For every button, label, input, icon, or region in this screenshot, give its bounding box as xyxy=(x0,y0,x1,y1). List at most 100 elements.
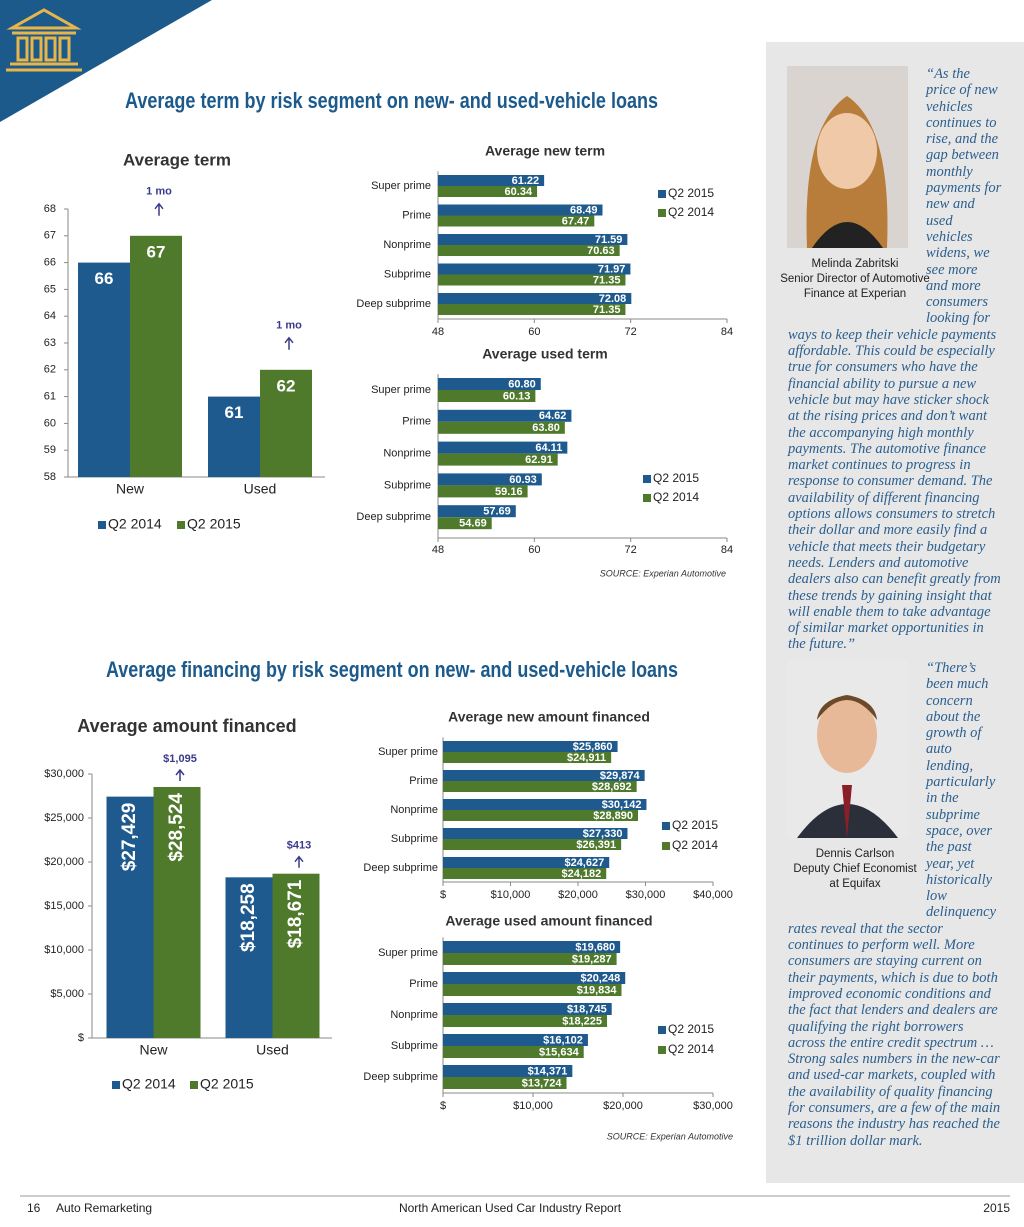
data-label: $18,671 xyxy=(285,879,306,948)
source-note: SOURCE: Experian Automotive xyxy=(600,568,726,578)
chart-title: Average used amount financed xyxy=(445,913,652,929)
bar xyxy=(443,810,639,821)
corner-banner xyxy=(0,0,212,122)
quote-figure: Dennis Carlson Deputy Chief Economist at… xyxy=(787,660,922,906)
quote: Dennis Carlson Deputy Chief Economist at… xyxy=(766,660,1024,1149)
y-tick-label: Subprime xyxy=(384,479,431,491)
x-tick-label: 48 xyxy=(432,326,444,338)
bar xyxy=(438,378,541,390)
data-label: $27,429 xyxy=(119,803,140,872)
y-tick-label: 60 xyxy=(44,417,56,429)
bar xyxy=(443,953,617,965)
bar xyxy=(443,741,618,752)
section-title: Average financing by risk segment on new… xyxy=(106,657,678,682)
bar xyxy=(260,369,312,477)
legend-swatch xyxy=(658,190,666,198)
y-tick-label: Subprime xyxy=(391,1040,438,1052)
legend-swatch xyxy=(662,822,670,830)
x-tick-label: 60 xyxy=(528,544,540,556)
y-tick-label: Super prime xyxy=(378,746,438,758)
legend-label: Q2 2014 xyxy=(668,205,714,219)
chart-title: Average new term xyxy=(485,143,605,159)
chart-title: Average term xyxy=(123,150,231,169)
data-label: $30,142 xyxy=(602,799,642,811)
chart-title: Average used term xyxy=(482,346,608,362)
bar xyxy=(443,781,637,792)
data-label: $28,890 xyxy=(593,810,633,822)
data-label: $18,745 xyxy=(567,1003,607,1015)
bar xyxy=(153,786,201,1038)
caption-line: Deputy Chief Economist xyxy=(793,863,917,876)
legend-swatch xyxy=(658,209,666,217)
y-tick-label: Prime xyxy=(402,209,431,221)
data-label: 72.08 xyxy=(599,293,627,305)
bar xyxy=(438,293,632,304)
chart-title: Average new amount financed xyxy=(448,709,650,725)
data-label: $13,724 xyxy=(522,1077,563,1089)
quote-text: “As the price of new vehicles continues … xyxy=(788,66,1002,653)
bar xyxy=(438,409,572,422)
legend-label: Q2 2014 xyxy=(668,1042,714,1056)
x-tick-label: $20,000 xyxy=(558,889,598,901)
y-tick-label: 66 xyxy=(44,257,56,269)
report-name: North American Used Car Industry Report xyxy=(399,1201,622,1215)
y-tick-label: Deep subprime xyxy=(363,862,438,874)
bar xyxy=(443,828,628,839)
y-tick-label: 67 xyxy=(44,230,56,242)
data-label: $16,102 xyxy=(543,1034,583,1046)
bar xyxy=(438,215,595,227)
logo-icon xyxy=(6,8,82,72)
y-tick-label: Super prime xyxy=(371,180,431,192)
data-label: $26,391 xyxy=(576,839,616,851)
data-label: 62.91 xyxy=(525,454,553,466)
caption: Dennis Carlson Deputy Chief Economist at… xyxy=(775,847,935,892)
x-tick-label: Used xyxy=(256,1042,289,1058)
y-tick-label: Nonprime xyxy=(390,804,438,816)
bar xyxy=(443,1034,588,1046)
bar xyxy=(443,799,647,810)
annotation: $1,095 xyxy=(163,753,197,765)
bar xyxy=(438,175,545,186)
bar xyxy=(438,485,528,498)
bar xyxy=(443,1003,612,1015)
data-label: 59.16 xyxy=(495,486,523,498)
data-label: $24,627 xyxy=(564,857,604,869)
bar xyxy=(438,234,628,245)
legend-swatch xyxy=(662,842,670,850)
y-tick-label: 59 xyxy=(44,444,56,456)
x-tick-label: New xyxy=(116,481,145,497)
y-tick-label: Super prime xyxy=(378,947,438,959)
data-label: 64.62 xyxy=(539,410,567,422)
bar xyxy=(438,204,603,216)
y-tick-label: $5,000 xyxy=(50,988,84,1000)
section-title: Average term by risk segment on new- and… xyxy=(125,88,658,113)
x-tick-label: 84 xyxy=(721,326,733,338)
bar xyxy=(443,1077,567,1089)
portrait xyxy=(787,66,908,248)
legend-swatch xyxy=(658,1026,666,1034)
data-label: 66 xyxy=(95,269,114,288)
data-label: $15,634 xyxy=(539,1046,580,1058)
bar xyxy=(208,396,260,477)
legend-label: Q2 2014 xyxy=(108,516,162,532)
y-tick-label: 62 xyxy=(44,364,56,376)
x-tick-label: 84 xyxy=(721,544,733,556)
data-label: $27,330 xyxy=(583,828,623,840)
x-tick-label: Used xyxy=(244,481,277,497)
y-tick-label: Deep subprime xyxy=(356,511,431,523)
annotation: 1 mo xyxy=(146,186,172,198)
data-label: 71.35 xyxy=(593,304,621,316)
bar xyxy=(438,505,516,518)
annotation: $413 xyxy=(287,840,311,852)
data-label: 61 xyxy=(225,403,244,422)
caption-line: at Equifax xyxy=(829,878,881,891)
data-label: $28,524 xyxy=(166,793,187,862)
x-tick-label: 72 xyxy=(625,326,637,338)
bar xyxy=(438,304,626,315)
data-label: 60.34 xyxy=(505,186,533,198)
bar xyxy=(130,235,182,477)
y-tick-label: $15,000 xyxy=(44,900,84,912)
y-tick-label: Subprime xyxy=(391,833,438,845)
legend-label: Q2 2014 xyxy=(672,838,718,852)
y-tick-label: Deep subprime xyxy=(356,298,431,310)
